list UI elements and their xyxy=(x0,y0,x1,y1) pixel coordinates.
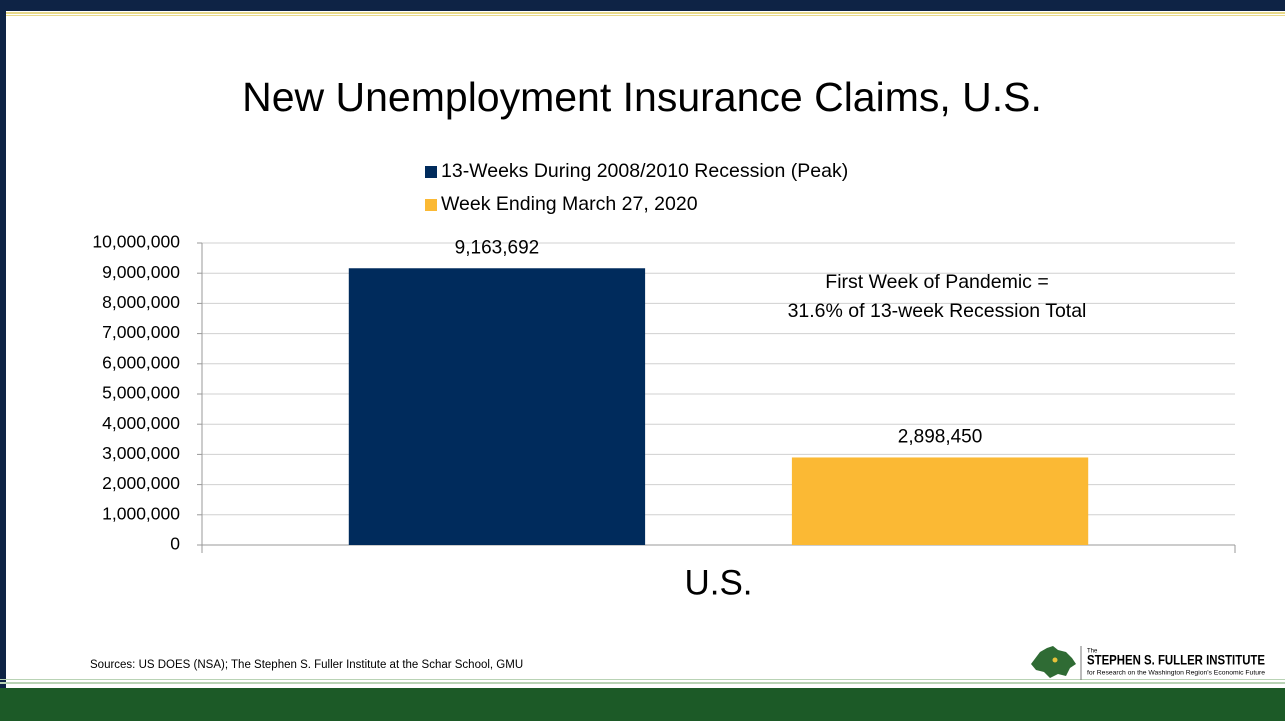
top-rule xyxy=(0,15,1285,16)
top-rule xyxy=(0,12,1285,14)
legend-label: Week Ending March 27, 2020 xyxy=(441,193,698,215)
y-tick-label: 8,000,000 xyxy=(102,292,180,312)
y-tick-label: 2,000,000 xyxy=(102,473,180,493)
bottom-rule xyxy=(0,679,1285,680)
bottom-band xyxy=(0,688,1285,721)
y-tick-label: 7,000,000 xyxy=(102,322,180,342)
left-border xyxy=(0,0,6,721)
y-tick-label: 6,000,000 xyxy=(102,352,180,372)
data-label: 2,898,450 xyxy=(898,426,983,447)
x-tick-label: U.S. xyxy=(684,563,752,602)
legend-swatch xyxy=(425,199,437,211)
data-label: 9,163,692 xyxy=(455,237,540,258)
chart-title: New Unemployment Insurance Claims, U.S. xyxy=(242,74,1042,120)
y-tick-label: 9,000,000 xyxy=(102,262,180,282)
bar xyxy=(791,457,1089,545)
logo-prefix: The xyxy=(1087,649,1098,655)
y-tick-label: 0 xyxy=(170,534,180,554)
bottom-rule xyxy=(0,682,1285,684)
annotation: 31.6% of 13-week Recession Total xyxy=(788,300,1087,322)
logo: The STEPHEN S. FULLER INSTITUTE for Rese… xyxy=(1031,646,1265,680)
logo-name: STEPHEN S. FULLER INSTITUTE xyxy=(1087,652,1265,668)
legend-swatch xyxy=(425,166,437,178)
annotation: First Week of Pandemic = xyxy=(825,271,1048,293)
y-tick-label: 10,000,000 xyxy=(92,232,180,252)
logo-dot xyxy=(1052,657,1058,663)
source-note: Sources: US DOES (NSA); The Stephen S. F… xyxy=(90,659,523,671)
y-tick-label: 1,000,000 xyxy=(102,503,180,523)
y-tick-label: 3,000,000 xyxy=(102,443,180,463)
logo-tagline: for Research on the Washington Region's … xyxy=(1087,670,1265,677)
bar xyxy=(348,268,646,545)
legend-label: 13-Weeks During 2008/2010 Recession (Pea… xyxy=(441,160,848,182)
y-tick-label: 5,000,000 xyxy=(102,383,180,403)
top-band xyxy=(0,0,1285,11)
y-tick-label: 4,000,000 xyxy=(102,413,180,433)
